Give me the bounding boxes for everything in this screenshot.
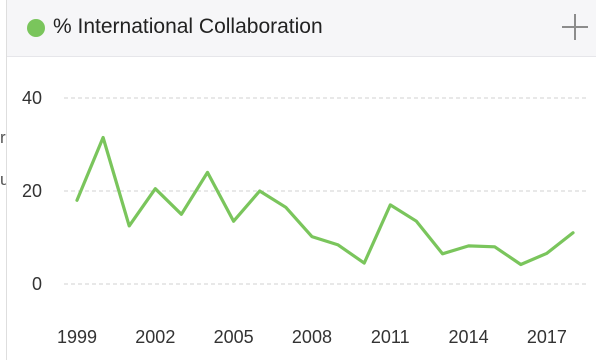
legend-dot [27,19,45,37]
clipped-text-fragment: r [0,128,6,147]
x-tick-label: 1999 [57,327,97,347]
plus-icon[interactable] [562,14,588,40]
card-header: % International Collaboration [7,0,596,57]
x-tick-label: 2014 [449,327,489,347]
chart-card: % International Collaboration [6,0,596,360]
x-tick-label: 2011 [371,327,410,347]
y-tick-label: 20 [22,181,42,201]
series-line [75,135,575,267]
x-tick-label: 2008 [292,327,332,347]
x-tick-label: 2017 [527,327,567,347]
y-tick-label: 40 [22,88,42,108]
x-tick-label: 2005 [214,327,254,347]
y-tick-label: 0 [32,274,42,294]
clipped-text-fragment: u [0,170,6,189]
x-tick-label: 2002 [135,327,175,347]
chart-title: % International Collaboration [53,15,323,38]
